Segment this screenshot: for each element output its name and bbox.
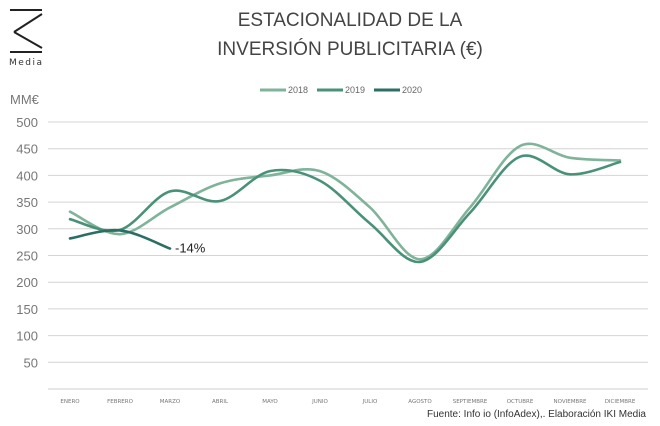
x-tick-label: DICIEMBRE: [605, 399, 636, 405]
x-tick-label: AGOSTO: [408, 399, 432, 405]
chart-title-line1: ESTACIONALIDAD DE LA: [237, 10, 463, 31]
series-line-2020: [68, 228, 172, 250]
x-tick-label: OCTUBRE: [507, 399, 534, 405]
y-tick-label: 300: [16, 222, 38, 237]
legend-label: 2018: [288, 85, 308, 95]
y-tick-label: 500: [16, 115, 38, 130]
legend-label: 2020: [402, 85, 422, 95]
x-tick-label: MARZO: [160, 399, 181, 405]
y-tick-label: 350: [16, 195, 38, 210]
iki-logo: [10, 9, 43, 53]
x-tick-label: ABRIL: [212, 399, 229, 405]
x-tick-label: ENERO: [60, 399, 80, 405]
y-tick-label: 100: [16, 329, 38, 344]
y-axis-label: MM€: [10, 92, 40, 107]
y-tick-label: 400: [16, 168, 38, 183]
x-tick-label: MAYO: [262, 399, 278, 405]
x-tick-label: JUNIO: [311, 399, 328, 405]
series-line-2018: [68, 142, 622, 261]
x-tick-label: FEBRERO: [107, 399, 134, 405]
y-tick-label: 150: [16, 302, 38, 317]
y-tick-label: 200: [16, 275, 38, 290]
y-tick-label: 450: [16, 142, 38, 157]
y-tick-label: 250: [16, 249, 38, 264]
legend-label: 2019: [345, 85, 365, 95]
chart-title-line2: INVERSIÓN PUBLICITARIA (€): [217, 39, 483, 60]
y-tick-label: 50: [24, 355, 38, 370]
change-annotation: -14%: [175, 241, 206, 256]
x-tick-label: JULIO: [362, 399, 378, 405]
x-tick-label: SEPTIEMBRE: [453, 399, 488, 405]
x-tick-label: NOVIEMBRE: [553, 399, 587, 405]
logo-text: Media: [9, 58, 44, 68]
series-line-2019: [68, 154, 622, 264]
source-note: Fuente: Info io (InfoAdex),. Elaboración…: [426, 409, 646, 420]
